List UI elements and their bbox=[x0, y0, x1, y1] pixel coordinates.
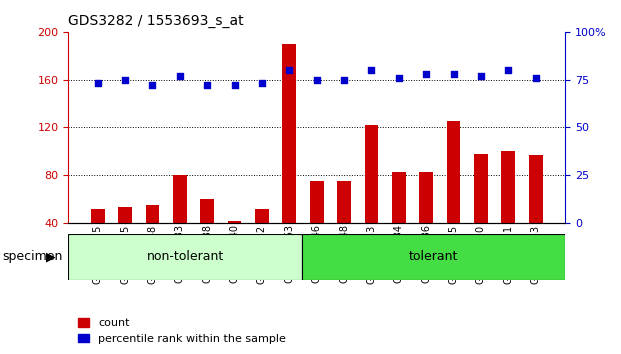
Bar bbox=[310, 181, 324, 271]
Bar bbox=[228, 221, 242, 271]
Legend: count, percentile rank within the sample: count, percentile rank within the sample bbox=[74, 314, 291, 348]
Bar bbox=[91, 209, 104, 271]
Point bbox=[394, 75, 404, 81]
Bar bbox=[68, 234, 302, 280]
Text: ▶: ▶ bbox=[46, 250, 55, 263]
Bar bbox=[446, 121, 460, 271]
Bar bbox=[283, 44, 296, 271]
Point bbox=[120, 77, 130, 82]
Bar bbox=[173, 175, 187, 271]
Point bbox=[284, 67, 294, 73]
Point bbox=[366, 67, 376, 73]
Point bbox=[448, 71, 458, 77]
Bar bbox=[201, 199, 214, 271]
Bar bbox=[529, 155, 543, 271]
Bar bbox=[255, 209, 269, 271]
Point bbox=[93, 81, 102, 86]
Bar bbox=[419, 172, 433, 271]
Point bbox=[312, 77, 322, 82]
Bar bbox=[392, 172, 406, 271]
Bar bbox=[474, 154, 487, 271]
Text: specimen: specimen bbox=[2, 250, 63, 263]
Bar bbox=[337, 181, 351, 271]
Bar bbox=[365, 125, 378, 271]
Point bbox=[504, 67, 514, 73]
Point bbox=[202, 82, 212, 88]
Text: non-tolerant: non-tolerant bbox=[147, 250, 224, 263]
Bar bbox=[302, 234, 565, 280]
Point bbox=[531, 75, 541, 81]
Bar bbox=[118, 207, 132, 271]
Point bbox=[175, 73, 185, 79]
Bar bbox=[146, 205, 160, 271]
Point bbox=[476, 73, 486, 79]
Point bbox=[339, 77, 349, 82]
Point bbox=[257, 81, 267, 86]
Point bbox=[148, 82, 158, 88]
Point bbox=[230, 82, 240, 88]
Bar bbox=[502, 152, 515, 271]
Text: GDS3282 / 1553693_s_at: GDS3282 / 1553693_s_at bbox=[68, 14, 244, 28]
Text: tolerant: tolerant bbox=[409, 250, 458, 263]
Point bbox=[421, 71, 431, 77]
